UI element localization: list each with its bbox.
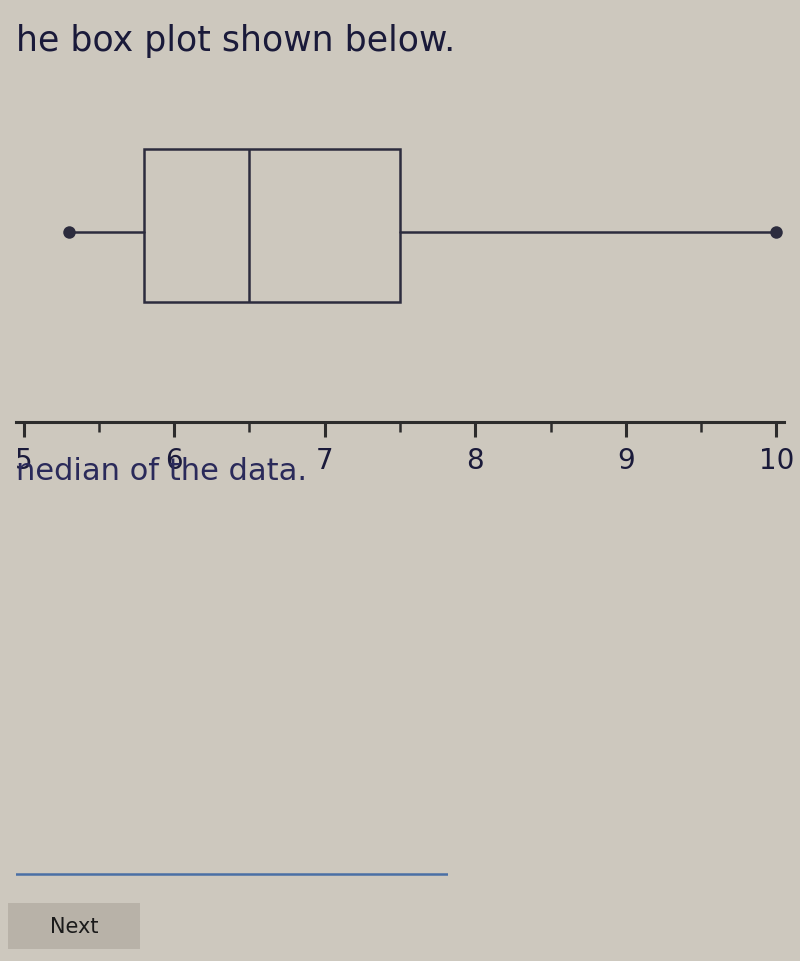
Text: he box plot shown below.: he box plot shown below. bbox=[16, 24, 455, 58]
Text: nedian of the data.: nedian of the data. bbox=[16, 456, 307, 485]
Bar bbox=[144, 150, 400, 303]
Text: Next: Next bbox=[50, 917, 98, 936]
